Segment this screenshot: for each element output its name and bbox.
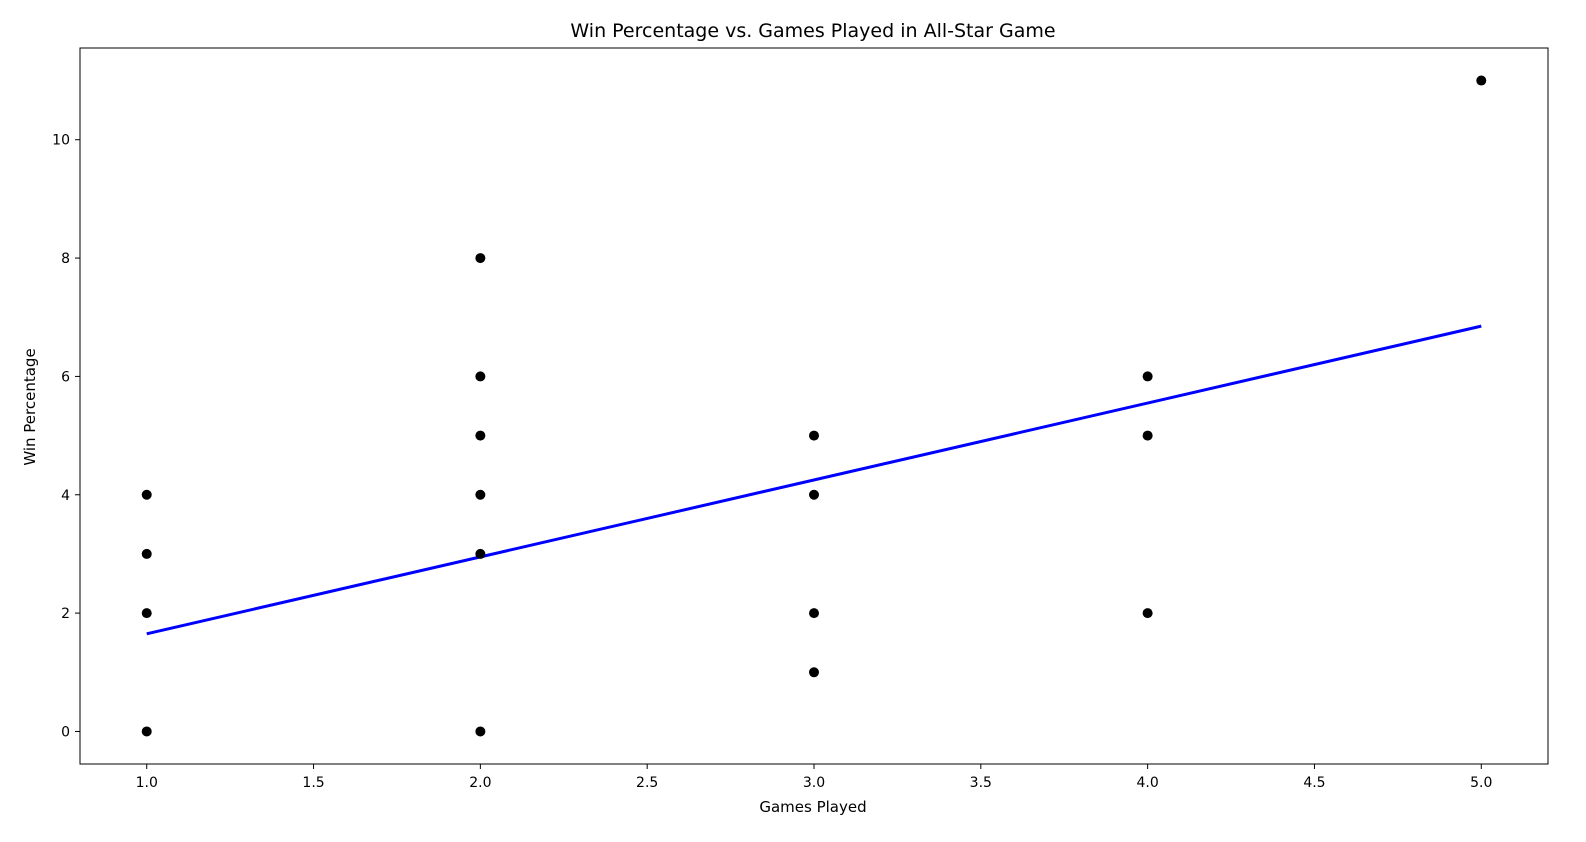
chart-title: Win Percentage vs. Games Played in All-S… (570, 20, 1055, 42)
data-point (475, 430, 486, 441)
y-tick-label: 6 (61, 369, 70, 385)
y-tick-label: 8 (61, 251, 70, 267)
data-point (475, 726, 486, 737)
data-point (475, 548, 486, 559)
y-tick-label: 4 (61, 488, 70, 504)
x-axis-label: Games Played (759, 798, 866, 816)
data-point (141, 608, 152, 619)
plot-frame (79, 47, 1549, 765)
data-point (141, 726, 152, 737)
data-point (1142, 430, 1153, 441)
data-point (141, 548, 152, 559)
y-tick-label: 10 (52, 133, 70, 149)
data-point (809, 608, 819, 619)
x-tick-label: 3.0 (803, 775, 825, 791)
y-axis-label: Win Percentage (21, 348, 39, 465)
x-tick-label: 1.0 (136, 775, 158, 791)
x-tick-label: 2.5 (636, 775, 658, 791)
plot-area: 1.0 1.5 2.0 2.5 3.0 3.5 4.0 4.5 5.0 0 2 4 6 8 10 (52, 47, 1549, 791)
data-point (809, 667, 819, 678)
data-point (1142, 608, 1153, 619)
data-point (1476, 75, 1487, 86)
data-point (809, 430, 819, 441)
data-point (141, 489, 152, 500)
x-tick-label: 4.0 (1137, 775, 1159, 791)
data-point (809, 489, 819, 500)
x-tick-label: 3.5 (970, 775, 992, 791)
data-point (475, 371, 486, 382)
data-point (475, 489, 486, 500)
data-point (1142, 371, 1153, 382)
y-tick-label: 0 (61, 724, 70, 740)
x-tick-label: 5.0 (1470, 775, 1492, 791)
x-tick-label: 4.5 (1303, 775, 1325, 791)
data-point (475, 253, 486, 264)
x-tick-label: 1.5 (302, 775, 324, 791)
trend-line (146, 324, 1482, 636)
x-tick-label: 2.0 (469, 775, 491, 791)
y-tick-label: 2 (61, 606, 70, 622)
